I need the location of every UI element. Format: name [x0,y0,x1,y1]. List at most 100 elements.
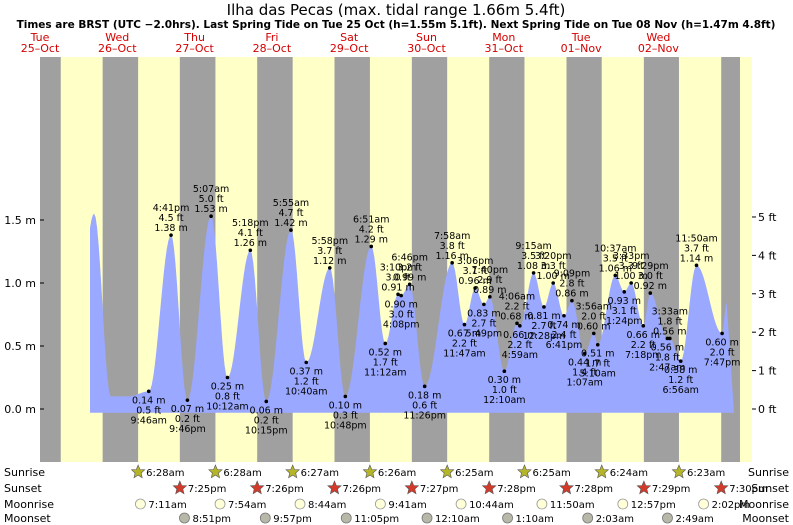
tide-label-m: 0.37 m [290,366,323,377]
tide-label-m: 0.92 m [634,281,667,292]
sunset-icon [404,480,420,495]
tide-point [488,295,492,299]
tide-label-ft: 4.7 ft [278,208,303,219]
tide-label-ft: 3.1 ft [612,306,637,317]
moonrise-time: 2:02pm [712,500,751,511]
tide-label-m: 1.38 m [154,223,187,234]
tide-point [720,331,724,336]
tide-label-time: 5:07am [193,184,229,195]
tide-label-ft: 3.0 ft [386,272,411,283]
sunset-icon [559,480,574,495]
moonset-time: 12:10am [435,514,480,525]
moonset-icon [662,512,673,524]
day-header-dow: Tue [30,31,50,44]
tide-label-m: 0.96 m [458,276,491,287]
tide-label-time: 1:24pm [606,316,643,327]
tide-label-m: 0.66 m [627,330,660,341]
tide-label-m: 1.53 m [194,204,227,215]
tide-label-time: 5:58pm [311,236,348,247]
tide-point [622,290,627,294]
tide-point [169,233,173,237]
sunrise-time: 6:25am [532,468,570,479]
tide-point [304,360,309,365]
tide-point [407,282,412,287]
tide-label-ft: 1.2 ft [668,375,693,386]
tide-point [515,321,519,326]
tide-label-ft: 2.7 ft [471,318,496,329]
y-tick-label-right: 4 ft [758,249,777,262]
tide-point [225,375,230,380]
tide-point [641,324,646,328]
tide-label-time: 3:20pm [535,251,572,262]
tide-label-ft: 2.2 ft [504,301,529,312]
sunrise-icon [594,464,610,479]
moonset-icon [421,512,433,524]
tide-label-time: 9:29pm [632,261,669,272]
day-header-date: 31–Oct [485,42,524,55]
sunrise-time: 6:28am [146,468,184,479]
moonset-icon [340,512,352,524]
tide-label-time: 4:06am [499,291,535,302]
tide-label-m: 0.86 m [555,289,588,300]
tide-point [185,398,190,402]
tide-label-m: 0.44 m [568,358,601,369]
tide-label-time: 9:15am [515,241,551,252]
tide-label-ft: 3.2 ft [397,262,422,273]
row-label-right: Sunset [751,482,789,495]
tide-point [396,292,400,297]
tide-label-ft: 3.5 ft [603,253,628,264]
tide-label-ft: 5.0 ft [199,194,224,205]
tide-point [450,261,454,265]
tide-label-ft: 3.0 ft [389,310,414,321]
y-tick-label-right: 0 ft [758,403,777,416]
sunrise-time: 6:25am [455,468,493,479]
day-header-dow: Tue [571,31,591,44]
tide-label-m: 0.68 m [500,311,533,322]
tide-area [90,213,734,413]
tide-label-time: 7:18pm [625,350,662,361]
daylight-band [740,57,752,462]
tide-label-m: 0.18 m [408,390,441,401]
day-header-date: 25–Oct [21,42,60,55]
moonset-time: 9:57pm [273,514,312,525]
day-header-date: 27–Oct [175,42,214,55]
tide-label-time: 9:09pm [554,269,591,280]
sunrise-icon [439,464,455,479]
tide-label-ft: 3.3 ft [541,261,566,272]
tide-label-ft: 0.8 ft [215,392,240,403]
tide-label-m: 0.81 m [527,311,560,322]
day-header-dow: Wed [646,31,670,44]
tide-label-ft: 1.7 ft [373,357,398,368]
day-header-date: 01–Nov [561,42,602,55]
sunrise-time: 6:26am [378,468,416,479]
sunset-icon [636,480,652,495]
tide-label-ft: 2.0 ft [710,347,735,358]
tide-label-time: 7:47pm [704,357,741,368]
y-tick-label-left: 0.0 m [4,403,36,416]
astronomy-rows: Sunrise Sunrise Sunset Sunset Moonrise Moonri… [4,464,790,525]
tide-label-m: 1.29 m [355,234,388,245]
moonrise-icon [617,498,629,510]
moonrise-time: 7:11am [148,500,186,511]
tide-label-m: 1.00 m [614,271,647,282]
moonrise-time: 9:41am [388,500,426,511]
tide-label-ft: 1.0 ft [492,385,517,396]
tide-label-time: 12:28pm [523,331,566,342]
tide-label-time: 2:47am [649,362,685,373]
y-tick-label-right: 5 ft [758,211,777,224]
tide-label-time: 10:40am [285,386,327,397]
tide-label-time: 3:06pm [457,256,494,267]
row-label-left: Sunset [4,482,42,495]
tide-label-ft: 0.5 ft [136,405,161,416]
tide-label-m: 0.30 m [488,375,521,386]
day-headers: Tue25–OctWed26–OctThu27–OctFri28–OctSat2… [21,31,680,55]
moonrise-time: 8:44am [308,500,346,511]
y-tick-label-left: 0.5 m [4,340,36,353]
sunrise-time: 6:23am [687,468,725,479]
tide-label-ft: 3.0 ft [638,271,663,282]
tide-label-time: 10:48pm [324,420,367,431]
y-tick-label-right: 2 ft [758,326,777,339]
tide-label-m: 1.42 m [274,218,307,229]
tide-point [629,281,633,285]
